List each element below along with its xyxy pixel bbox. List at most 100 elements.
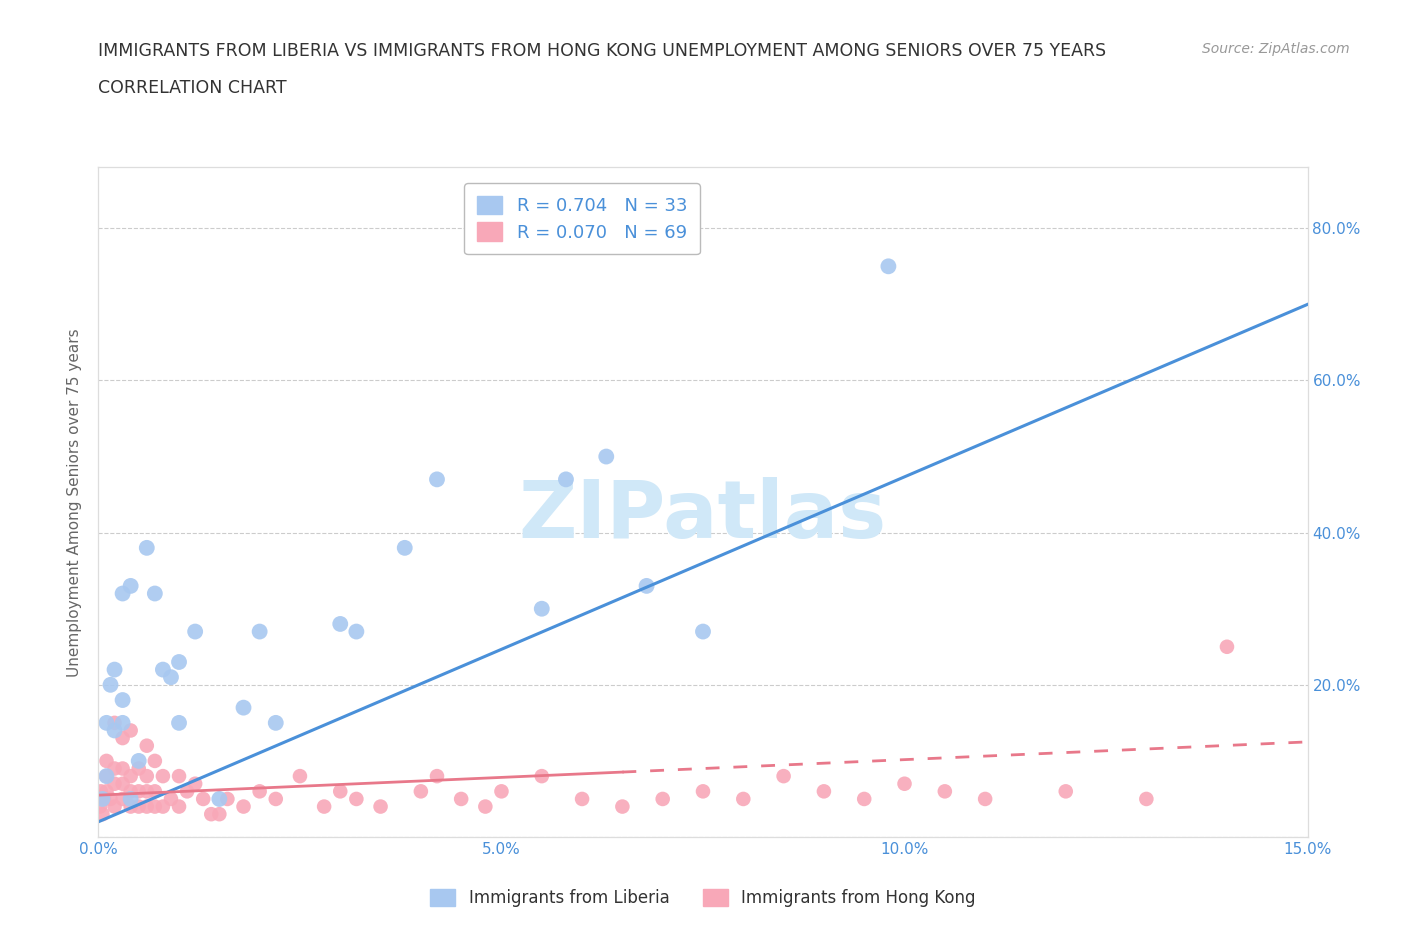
- Point: [772, 769, 794, 784]
- Point: [853, 791, 876, 806]
- Point: [555, 472, 578, 486]
- Point: [612, 799, 634, 814]
- Point: [692, 624, 714, 639]
- Point: [167, 655, 190, 670]
- Point: [96, 753, 118, 768]
- Point: [167, 715, 190, 730]
- Point: [692, 784, 714, 799]
- Point: [143, 799, 166, 814]
- Point: [111, 761, 134, 776]
- Point: [636, 578, 658, 593]
- Point: [934, 784, 956, 799]
- Point: [167, 769, 190, 784]
- Point: [813, 784, 835, 799]
- Point: [217, 791, 239, 806]
- Text: Source: ZipAtlas.com: Source: ZipAtlas.com: [1202, 42, 1350, 56]
- Point: [200, 806, 222, 821]
- Point: [103, 777, 125, 791]
- Point: [877, 259, 900, 273]
- Point: [143, 784, 166, 799]
- Point: [264, 715, 287, 730]
- Point: [184, 777, 207, 791]
- Point: [103, 662, 125, 677]
- Point: [264, 791, 287, 806]
- Point: [249, 784, 271, 799]
- Point: [176, 784, 198, 799]
- Point: [111, 586, 134, 601]
- Point: [491, 784, 513, 799]
- Point: [128, 784, 150, 799]
- Point: [232, 799, 254, 814]
- Point: [128, 761, 150, 776]
- Point: [103, 799, 125, 814]
- Text: IMMIGRANTS FROM LIBERIA VS IMMIGRANTS FROM HONG KONG UNEMPLOYMENT AMONG SENIORS : IMMIGRANTS FROM LIBERIA VS IMMIGRANTS FR…: [98, 42, 1107, 60]
- Point: [595, 449, 617, 464]
- Point: [1135, 791, 1157, 806]
- Point: [426, 769, 449, 784]
- Point: [103, 761, 125, 776]
- Point: [90, 784, 112, 799]
- Point: [370, 799, 392, 814]
- Point: [344, 791, 367, 806]
- Point: [160, 791, 183, 806]
- Point: [111, 777, 134, 791]
- Point: [89, 799, 111, 814]
- Text: CORRELATION CHART: CORRELATION CHART: [98, 79, 287, 97]
- Point: [135, 738, 157, 753]
- Point: [135, 799, 157, 814]
- Point: [96, 769, 118, 784]
- Point: [120, 723, 142, 737]
- Point: [193, 791, 215, 806]
- Point: [103, 723, 125, 737]
- Point: [100, 791, 122, 806]
- Point: [135, 769, 157, 784]
- Point: [530, 769, 553, 784]
- Point: [184, 624, 207, 639]
- Point: [409, 784, 432, 799]
- Point: [329, 784, 352, 799]
- Point: [143, 586, 166, 601]
- Point: [93, 791, 115, 806]
- Point: [530, 602, 553, 617]
- Point: [120, 799, 142, 814]
- Point: [249, 624, 271, 639]
- Point: [314, 799, 336, 814]
- Point: [143, 753, 166, 768]
- Point: [450, 791, 472, 806]
- Y-axis label: Unemployment Among Seniors over 75 years: Unemployment Among Seniors over 75 years: [67, 328, 83, 676]
- Point: [974, 791, 997, 806]
- Point: [135, 540, 157, 555]
- Point: [135, 784, 157, 799]
- Point: [91, 806, 114, 821]
- Point: [152, 769, 174, 784]
- Point: [96, 715, 118, 730]
- Point: [120, 769, 142, 784]
- Point: [120, 578, 142, 593]
- Point: [208, 806, 231, 821]
- Point: [208, 791, 231, 806]
- Point: [733, 791, 755, 806]
- Point: [120, 784, 142, 799]
- Point: [344, 624, 367, 639]
- Point: [288, 769, 311, 784]
- Point: [111, 731, 134, 746]
- Point: [91, 791, 114, 806]
- Point: [167, 799, 190, 814]
- Point: [96, 784, 118, 799]
- Point: [474, 799, 496, 814]
- Point: [1054, 784, 1077, 799]
- Point: [111, 715, 134, 730]
- Point: [111, 791, 134, 806]
- Point: [100, 677, 122, 692]
- Point: [96, 769, 118, 784]
- Point: [152, 799, 174, 814]
- Point: [893, 777, 915, 791]
- Text: ZIPatlas: ZIPatlas: [519, 476, 887, 554]
- Legend: Immigrants from Liberia, Immigrants from Hong Kong: Immigrants from Liberia, Immigrants from…: [422, 881, 984, 916]
- Point: [103, 715, 125, 730]
- Point: [426, 472, 449, 486]
- Point: [120, 791, 142, 806]
- Point: [1216, 639, 1239, 654]
- Point: [394, 540, 416, 555]
- Point: [128, 753, 150, 768]
